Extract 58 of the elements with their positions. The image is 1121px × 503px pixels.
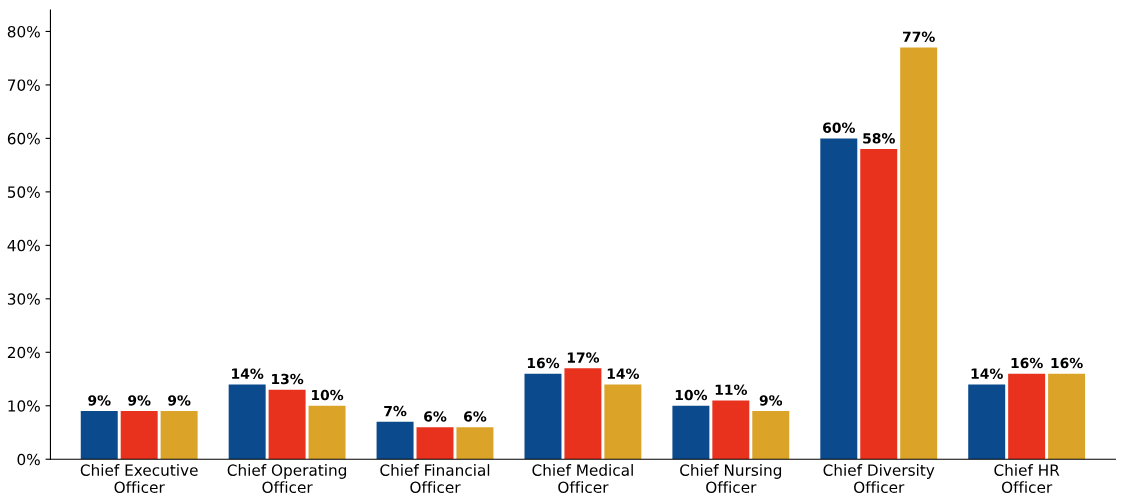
data-label: 16%: [1011, 357, 1043, 369]
bar: [712, 400, 750, 460]
bar: [1008, 373, 1046, 460]
y-tick-label: 70%: [8, 79, 40, 91]
x-tick-label: Chief Medical Officer: [532, 464, 633, 494]
data-label: 16%: [527, 357, 560, 369]
bar: [672, 405, 710, 460]
data-label: 77%: [902, 31, 935, 43]
bar: [160, 411, 198, 460]
data-label: 60%: [823, 122, 855, 133]
y-tick-label: 10%: [8, 400, 40, 412]
data-label: 58%: [863, 133, 895, 144]
bar: [416, 427, 454, 460]
data-label: 9%: [168, 395, 191, 406]
data-label: 7%: [384, 405, 407, 417]
bar: [456, 427, 494, 460]
bar: [120, 411, 158, 460]
bar: [268, 389, 306, 460]
bar: [820, 138, 858, 460]
y-tick-label: 20%: [7, 346, 40, 359]
data-label: 10%: [675, 389, 708, 401]
x-tick-label: Chief Diversity Officer: [823, 464, 935, 494]
bar: [604, 384, 642, 460]
data-label: 14%: [232, 368, 264, 379]
bar: [752, 411, 790, 460]
data-label: 6%: [464, 411, 487, 422]
y-tick-label: 40%: [7, 239, 40, 252]
bar: [524, 373, 562, 460]
bar: [80, 411, 118, 460]
bar: [376, 421, 414, 460]
bar: [1048, 373, 1086, 460]
bar: [860, 149, 898, 460]
data-label: 16%: [1051, 357, 1083, 369]
data-label: 10%: [311, 389, 344, 401]
x-tick-label: Chief Financial Officer: [380, 464, 490, 494]
bar: [228, 384, 266, 460]
data-label: 6%: [424, 411, 447, 422]
x-tick-label: Chief HR Officer: [994, 464, 1060, 494]
y-tick-label: 0%: [17, 453, 40, 466]
data-label: 14%: [971, 368, 1003, 379]
bar: [308, 405, 346, 460]
data-label: 11%: [715, 384, 748, 395]
bar: [900, 47, 938, 460]
x-tick-label: Chief Operating Officer: [227, 464, 347, 494]
data-label: 9%: [128, 395, 151, 406]
data-label: 17%: [567, 352, 600, 363]
data-label: 13%: [272, 373, 304, 385]
bar: [968, 384, 1006, 460]
y-tick-label: 30%: [7, 293, 40, 305]
data-label: 14%: [607, 368, 640, 379]
data-label: 9%: [759, 395, 783, 406]
data-label: 9%: [88, 395, 111, 406]
x-tick-label: Chief Executive Officer: [80, 464, 198, 494]
x-tick-label: Chief Nursing Officer: [680, 464, 782, 494]
y-tick-label: 60%: [7, 132, 40, 145]
bar: [564, 368, 602, 460]
y-tick-label: 80%: [7, 25, 40, 38]
y-tick-label: 50%: [7, 186, 40, 198]
